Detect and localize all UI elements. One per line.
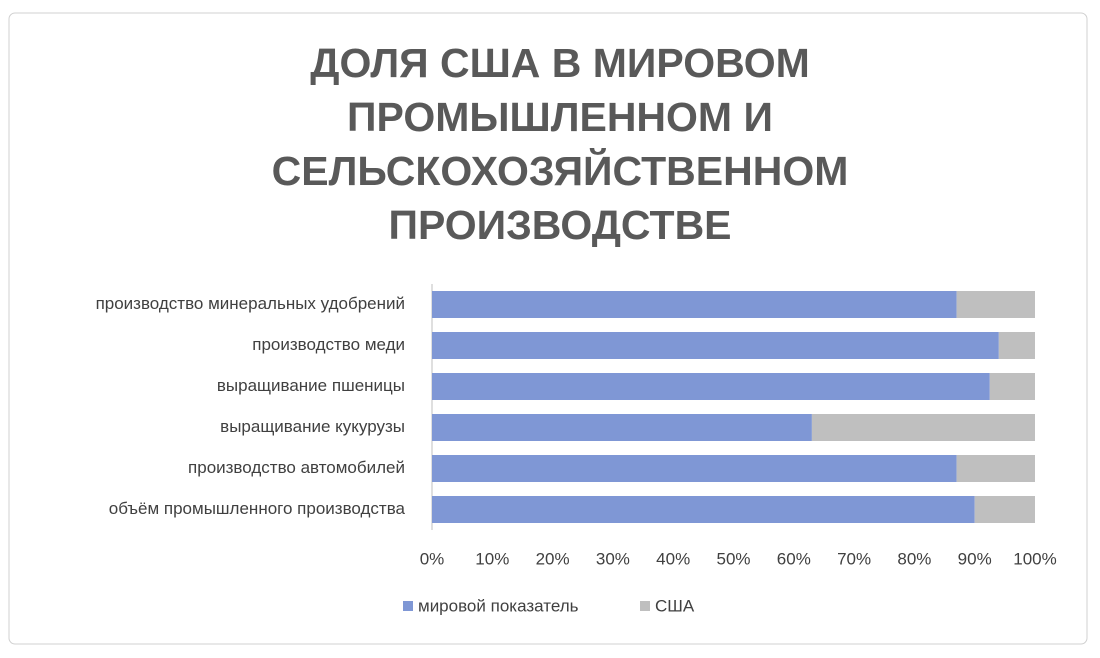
x-tick-label: 0% bbox=[420, 549, 445, 568]
bar-segment bbox=[989, 373, 1035, 400]
chart-title: ДОЛЯ США В МИРОВОМ ПРОМЫШЛЕННОМ И СЕЛЬСК… bbox=[271, 40, 849, 248]
y-tick-label: производство минеральных удобрений bbox=[96, 294, 405, 313]
bar-segment bbox=[432, 373, 990, 400]
x-tick-label: 90% bbox=[958, 549, 992, 568]
y-tick-label: выращивание пшеницы bbox=[217, 376, 405, 395]
bar-segment bbox=[432, 455, 957, 482]
chart-frame bbox=[8, 12, 1088, 645]
bar-segment bbox=[432, 291, 957, 318]
x-tick-label: 70% bbox=[837, 549, 871, 568]
legend-swatch bbox=[640, 601, 650, 611]
x-tick-label: 60% bbox=[777, 549, 811, 568]
y-tick-label: производство автомобилей bbox=[188, 458, 405, 477]
bar-segment bbox=[811, 414, 1035, 441]
x-tick-label: 50% bbox=[716, 549, 750, 568]
x-tick-label: 80% bbox=[897, 549, 931, 568]
bar-segment bbox=[432, 332, 999, 359]
x-tick-label: 40% bbox=[656, 549, 690, 568]
bar-segment bbox=[432, 414, 812, 441]
x-tick-label: 10% bbox=[475, 549, 509, 568]
y-tick-label: выращивание кукурузы bbox=[220, 417, 405, 436]
bar-segment bbox=[956, 291, 1035, 318]
legend-label: США bbox=[655, 596, 695, 615]
x-tick-label: 30% bbox=[596, 549, 630, 568]
bar-segment bbox=[998, 332, 1035, 359]
bar-segment bbox=[974, 496, 1035, 523]
bar-segment bbox=[956, 455, 1035, 482]
bar-segment bbox=[432, 496, 975, 523]
x-tick-label: 20% bbox=[536, 549, 570, 568]
y-tick-label: объём промышленного производства bbox=[109, 499, 406, 518]
x-tick-label: 100% bbox=[1013, 549, 1056, 568]
legend-label: мировой показатель bbox=[418, 596, 579, 615]
legend-swatch bbox=[403, 601, 413, 611]
y-tick-label: производство меди bbox=[252, 335, 405, 354]
